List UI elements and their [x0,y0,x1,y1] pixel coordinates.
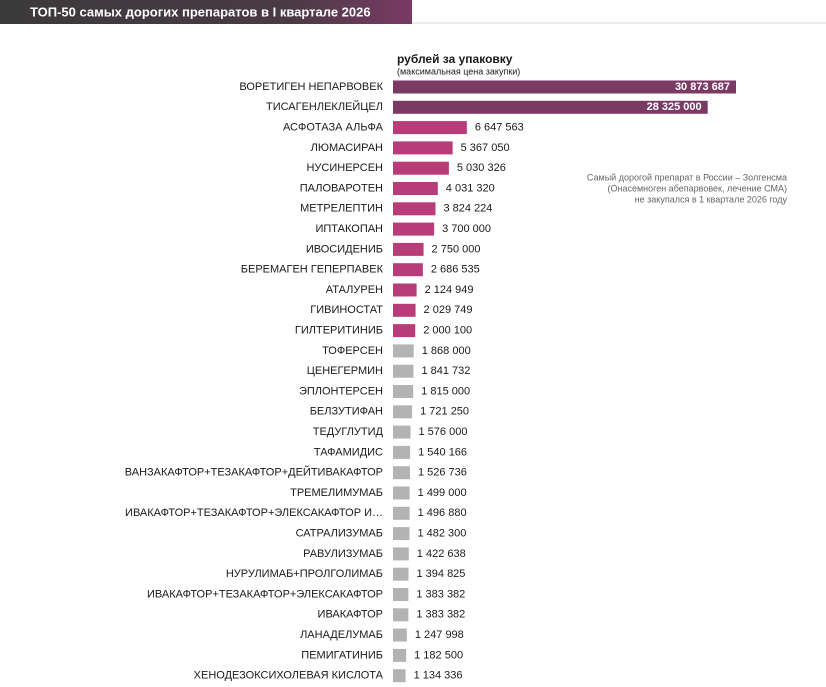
bar [393,445,411,459]
bar [393,506,410,520]
category-label: НУСИНЕРСЕН [306,162,383,174]
bar [393,425,411,439]
bar [393,466,410,480]
bar [393,486,410,500]
category-label: БЕРЕМАГЕН ГЕПЕРПАВЕК [241,264,384,276]
value-label: 1 868 000 [422,345,471,357]
bar [393,324,416,338]
bar [393,669,406,683]
bar [393,648,407,662]
bar [393,263,423,277]
category-label: ХЕНОДЕЗОКСИХОЛЕВАЯ КИСЛОТА [194,670,384,682]
value-label: 6 647 563 [475,122,524,134]
value-label: 1 526 736 [418,467,467,479]
category-label: БЕЛЗУТИФАН [310,406,383,418]
value-label: 5 367 050 [461,142,510,154]
bar [393,628,407,642]
annotation: не закупался в 1 квартале 2026 году [635,194,788,204]
category-label: ГИЛТЕРИТИНИБ [295,325,383,337]
value-label: 1 482 300 [417,528,466,540]
bar [393,182,438,195]
bar [393,567,409,581]
category-label: АТАЛУРЕН [326,284,383,296]
bar [393,364,414,378]
value-label: 1 721 250 [420,406,469,418]
value-label: 2 029 749 [424,304,473,316]
value-label: 1 499 000 [418,487,467,499]
category-label: ТАФАМИДИС [314,446,383,458]
value-label: 1 134 336 [414,670,463,682]
value-label: 28 325 000 [647,101,702,113]
value-label: 3 824 224 [443,203,492,215]
category-label: ТИСАГЕНЛЕКЛЕЙЦЕЛ [266,100,383,113]
category-label: РАВУЛИЗУМАБ [303,548,383,560]
value-label: 2 124 949 [425,284,474,296]
bar [393,385,414,398]
category-label: МЕТРЕЛЕПТИН [300,203,383,215]
bar [393,161,449,175]
category-label: ИВОСИДЕНИБ [306,243,383,255]
value-label: 2 000 100 [423,325,472,337]
category-label: ИВАКАФТОР+ТЕЗАКАФТОР+ЭЛЕКСАКАФТОР [147,588,383,600]
title-banner [0,0,412,24]
subtitle: рублей за упаковку [397,52,513,66]
category-label: ВАНЗАКАФТОР+ТЕЗАКАФТОР+ДЕЙТИВАКАФТОР [125,466,383,479]
bar [393,405,413,419]
bar [393,344,414,358]
category-label: ТРЕМЕЛИМУМАБ [290,487,383,499]
value-label: 1 383 382 [416,588,465,600]
bar [393,588,409,601]
value-label: 2 686 535 [431,264,480,276]
bar [393,283,417,297]
category-label: ГИВИНОСТАТ [310,304,383,316]
bar [393,303,416,317]
bar [393,222,435,236]
bar [393,141,453,155]
value-label: 1 394 825 [416,568,465,580]
annotation: Самый дорогой препарат в России – Золген… [587,172,787,182]
value-label: 1 247 998 [415,629,464,641]
value-label: 1 422 638 [417,548,466,560]
category-label: ЭПЛОНТЕРСЕН [299,385,383,397]
value-label: 1 576 000 [419,426,468,438]
value-label: 1 815 000 [421,385,470,397]
category-label: ПЕМИГАТИНИБ [301,649,383,661]
value-label: 2 750 000 [432,243,481,255]
annotation: (Онасемноген абепарвовек, лечение СМА) [607,183,787,193]
value-label: 1 182 500 [414,649,463,661]
bar [393,100,708,114]
category-label: ВОРЕТИГЕН НЕПАРВОВЕК [239,81,383,93]
category-label: ИПТАКОПАН [315,223,383,235]
category-label: ПАЛОВАРОТЕН [300,182,383,194]
bar [393,121,467,135]
value-label: 1 540 166 [418,446,467,458]
category-label: ТЕДУГЛУТИД [313,426,384,438]
value-label: 30 873 687 [675,81,730,93]
bar [393,242,424,256]
value-label: 5 030 326 [457,162,506,174]
bar [393,527,410,541]
category-label: ИВАКАФТОР+ТЕЗАКАФТОР+ЭЛЕКСАКАФТОР И… [125,507,383,519]
category-label: НУРУЛИМАБ+ПРОЛГОЛИМАБ [226,568,383,580]
category-label: ИВАКАФТОР [318,609,383,621]
value-label: 1 496 880 [418,507,467,519]
category-label: САТРАЛИЗУМАБ [296,528,383,540]
bar [393,608,409,622]
value-label: 1 383 382 [416,609,465,621]
category-label: ТОФЕРСЕН [322,345,383,357]
category-label: ЦЕНЕГЕРМИН [307,365,383,377]
bar [393,547,409,561]
category-label: ЛАНАДЕЛУМАБ [300,629,383,641]
subtitle-note: (максимальная цена закупки) [397,66,520,76]
value-label: 1 841 732 [421,365,470,377]
bar [393,202,436,216]
category-label: АСФОТАЗА АЛЬФА [283,122,384,134]
value-label: 4 031 320 [446,182,495,194]
value-label: 3 700 000 [442,223,491,235]
bar [393,80,736,94]
chart-title: ТОП-50 самых дорогих препаратов в I квар… [30,4,371,19]
category-label: ЛЮМАСИРАН [311,142,383,154]
